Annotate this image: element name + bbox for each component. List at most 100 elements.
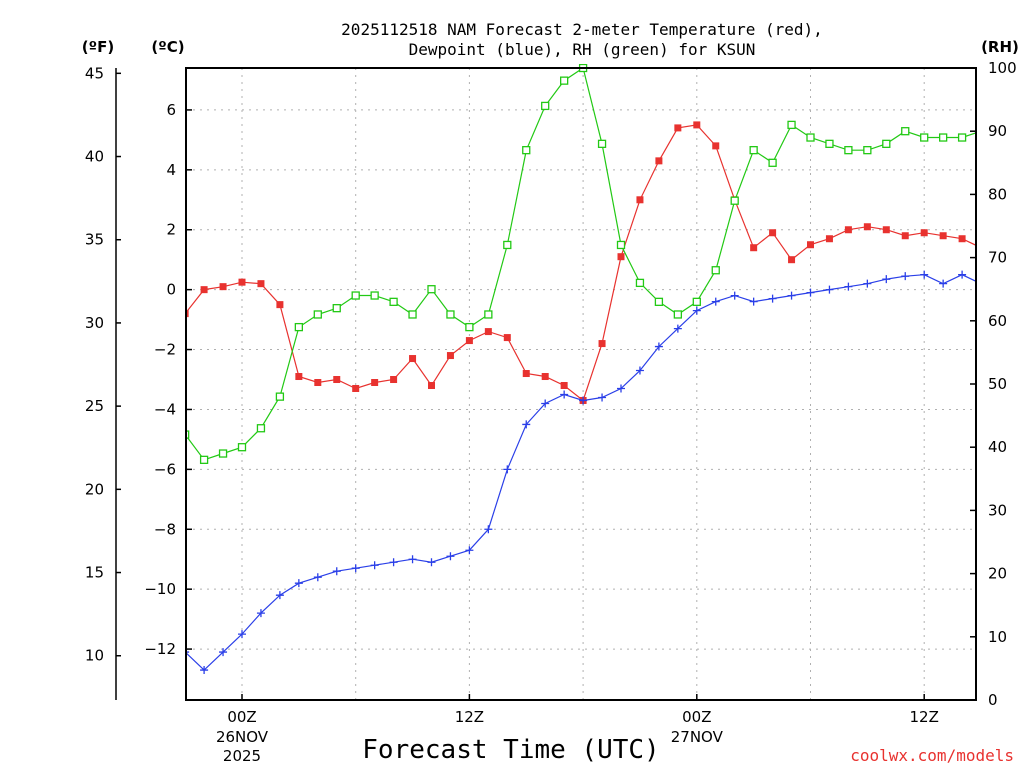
rh-point: [389, 297, 398, 306]
rh-point: [560, 76, 569, 85]
temperature-point: [1015, 304, 1022, 311]
dewpoint-point: [332, 567, 341, 576]
rh-point: [237, 443, 247, 452]
fahrenheit-tick-label: 40: [85, 148, 104, 166]
dewpoint-point: [844, 282, 853, 291]
rh-point: [616, 240, 626, 250]
dewpoint-point: [901, 272, 910, 281]
rh-point: [313, 310, 322, 319]
rh-point: [957, 133, 967, 142]
dewpoint-point: [238, 630, 246, 639]
temperature-point: [371, 379, 379, 387]
dewpoint-point: [427, 558, 436, 567]
dewpoint-point: [598, 393, 607, 402]
rh-point: [978, 128, 985, 135]
rh-line: [186, 67, 976, 461]
fahrenheit-tick-label: 15: [85, 564, 104, 582]
rh-point: [654, 297, 664, 306]
fahrenheit-tick-label: 25: [85, 397, 104, 415]
dewpoint-point: [635, 366, 644, 375]
temperature-point: [939, 232, 947, 240]
temperature-point: [186, 310, 189, 318]
dewpoint-point: [186, 651, 190, 653]
dewpoint-point: [692, 306, 701, 315]
dewpoint-point: [560, 390, 569, 399]
rh-point: [1015, 90, 1022, 97]
fahrenheit-tick-label: 10: [85, 647, 104, 665]
temperature-point: [428, 381, 435, 389]
rh-point: [541, 101, 550, 111]
temperature-point: [219, 283, 227, 291]
dewpoint-point: [863, 279, 872, 288]
celsius-tick-label: −12: [144, 640, 176, 658]
dewpoint-point: [219, 648, 228, 657]
rh-point: [597, 139, 607, 148]
temperature-point: [769, 229, 777, 237]
dewpoint-point: [882, 275, 891, 284]
plot-frame: [185, 67, 977, 701]
dewpoint-point: [351, 564, 360, 573]
fahrenheit-tick-label: 20: [85, 480, 104, 498]
dewpoint-point: [787, 291, 796, 300]
dewpoint-point: [749, 297, 758, 306]
x-tick-label: 12Z: [455, 708, 484, 726]
temperature-point: [522, 370, 530, 378]
rh-point: [749, 146, 758, 155]
rh-point: [427, 285, 436, 294]
rh-tick-label: 50: [988, 375, 1007, 393]
celsius-tick-label: 2: [166, 221, 176, 239]
rh-point: [484, 310, 493, 319]
rh-point: [256, 424, 266, 433]
credit-link[interactable]: coolwx.com/models: [850, 746, 1014, 765]
rh-point: [939, 133, 948, 142]
dewpoint-point: [275, 591, 284, 600]
temperature-point: [238, 278, 246, 286]
rh-point: [787, 120, 796, 130]
dewpoint-point: [370, 561, 379, 570]
rh-tick-label: 10: [988, 628, 1007, 646]
temperature-point: [901, 232, 909, 240]
temperature-point: [844, 226, 852, 234]
dewpoint-point: [465, 546, 474, 555]
rh-point: [692, 297, 701, 306]
rh-point: [522, 146, 531, 155]
rh-point: [920, 133, 929, 142]
rh-point: [275, 392, 285, 401]
dewpoint-point: [579, 396, 588, 405]
rh-point: [901, 127, 910, 136]
temperature-point: [788, 256, 796, 264]
rh-point: [408, 310, 417, 319]
dewpoint-point: [768, 294, 777, 303]
dewpoint-point: [654, 342, 663, 351]
dewpoint-point: [939, 279, 948, 288]
x-year-label: 2025: [223, 747, 261, 765]
dewpoint-point: [1015, 316, 1023, 324]
rh-point: [863, 146, 872, 155]
temperature-point: [920, 229, 928, 237]
temperature-point: [333, 376, 341, 384]
rh-point: [465, 322, 474, 332]
rh-tick-label: 90: [988, 122, 1007, 140]
dewpoint-point: [825, 285, 834, 294]
temperature-point: [560, 381, 568, 389]
rh-point: [882, 139, 891, 148]
rh-tick-label: 60: [988, 312, 1007, 330]
celsius-tick-label: 4: [166, 161, 176, 179]
dewpoint-point: [522, 420, 531, 429]
temperature-point: [693, 121, 701, 129]
rh-tick-label: 0: [988, 691, 998, 709]
dewpoint-point: [446, 552, 455, 561]
chart-title-line1: 2025112518 NAM Forecast 2-meter Temperat…: [341, 20, 823, 39]
temperature-point: [807, 241, 814, 249]
celsius-unit-label: (ºC): [151, 38, 184, 56]
dewpoint-point: [484, 525, 493, 534]
rh-point: [199, 455, 209, 464]
temperature-point: [541, 373, 549, 381]
dewpoint-point: [977, 280, 985, 288]
rh-point: [446, 310, 455, 319]
dewpoint-point: [200, 666, 209, 675]
rh-tick-label: 20: [988, 565, 1007, 583]
rh-point: [768, 158, 777, 167]
temperature-point: [200, 286, 208, 294]
